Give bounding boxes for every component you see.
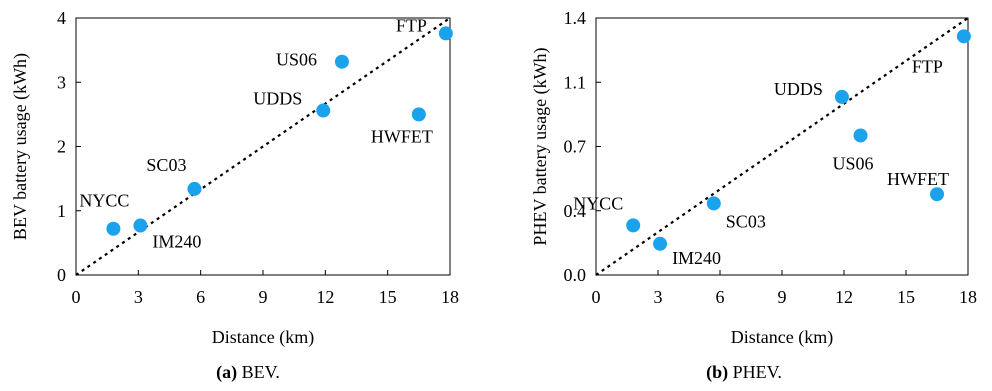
chart-b-point-label-us06: US06: [833, 153, 874, 173]
chart-a-point-us06: [334, 54, 349, 69]
chart-b-x-tick-label: 6: [716, 287, 725, 307]
chart-a-x-tick-label: 15: [379, 287, 397, 307]
chart-a-y-tick-label: 3: [57, 72, 66, 92]
chart-b: 0 3 6 9 12 15 18 0.0 0.4 0.7 1.1 1.4 Distance (km) PH…: [530, 8, 977, 348]
chart-a-x-tick-label: 3: [134, 287, 143, 307]
chart-a-point-label-us06: US06: [276, 50, 317, 70]
chart-b-x-tick-label: 15: [897, 287, 915, 307]
chart-b-point-us06: [853, 128, 868, 143]
chart-a-point-sc03: [187, 181, 202, 196]
chart-b-y-tick-label: 1.1: [564, 72, 587, 92]
chart-b-point-label-sc03: SC03: [726, 211, 766, 231]
chart-b-point-label-im240: IM240: [672, 248, 721, 268]
chart-b-y-tick-label: 0.7: [564, 137, 587, 157]
chart-b-point-sc03: [706, 196, 721, 211]
chart-a-point-label-ftp: FTP: [396, 15, 427, 35]
chart-panel-a: 0 3 6 9 12 15 18 0 1 2 3 4 Distance (km) BEV battery …: [0, 8, 496, 383]
chart-b-y-tick-label: 1.4: [564, 8, 587, 28]
chart-b-point-label-hwfet: HWFET: [887, 169, 949, 189]
chart-a-y-axis-label: BEV battery usage (kWh): [10, 53, 31, 240]
chart-b-x-tick-label: 0: [592, 287, 601, 307]
chart-b-y-axis-label: PHEV battery usage (kWh): [530, 47, 551, 245]
chart-b-point-label-nycc: NYCC: [573, 193, 623, 213]
caption-a-prefix: (a): [216, 362, 238, 382]
chart-a-y-tick-label: 1: [57, 201, 66, 221]
chart-b-point-ftp: [956, 29, 971, 44]
caption-a: (a) BEV.: [0, 362, 496, 383]
chart-a-point-udds: [316, 103, 331, 118]
chart-a-point-hwfet: [411, 107, 426, 122]
chart-a-point-nycc: [106, 221, 121, 236]
caption-b-prefix: (b): [706, 362, 729, 382]
chart-b-x-tick-label: 12: [835, 287, 853, 307]
caption-b-text: PHEV.: [732, 362, 782, 382]
chart-a-y-tick-label: 2: [57, 137, 66, 157]
chart-b-x-axis-label: Distance (km): [731, 327, 833, 348]
chart-b-trend-line: [595, 17, 969, 276]
caption-b: (b) PHEV.: [496, 362, 992, 383]
caption-a-text: BEV.: [241, 362, 280, 382]
chart-b-x-tick-label: 3: [654, 287, 663, 307]
chart-a-y-tick-label: 0: [57, 265, 66, 285]
chart-b-point-hwfet: [930, 187, 944, 202]
chart-a-point-label-im240: IM240: [152, 232, 201, 252]
chart-a-x-tick-label: 9: [259, 287, 268, 307]
chart-a-point-label-hwfet: HWFET: [371, 126, 433, 146]
chart-b-x-tick-label: 18: [959, 287, 977, 307]
chart-b-point-label-udds: UDDS: [774, 79, 823, 99]
chart-a-x-tick-label: 6: [196, 287, 205, 307]
chart-panel-b: 0 3 6 9 12 15 18 0.0 0.4 0.7 1.1 1.4 Distance (km) PH…: [496, 0, 992, 391]
chart-b-point-im240: [653, 236, 668, 251]
chart-a-point-label-sc03: SC03: [146, 155, 186, 175]
chart-b-point-nycc: [626, 218, 641, 233]
chart-a-x-tick-label: 0: [72, 287, 81, 307]
chart-b-y-tick-label: 0.0: [564, 265, 587, 285]
chart-a-point-im240: [133, 218, 148, 233]
chart-a-x-tick-label: 12: [316, 287, 334, 307]
chart-b-x-tick-label: 9: [778, 287, 787, 307]
chart-b-point-label-ftp: FTP: [912, 56, 943, 76]
chart-a-x-axis-label: Distance (km): [212, 327, 314, 348]
chart-a-point-ftp: [438, 26, 453, 41]
chart-a-point-label-nycc: NYCC: [79, 191, 129, 211]
chart-a-y-tick-label: 4: [57, 8, 66, 28]
chart-a-point-label-udds: UDDS: [253, 89, 302, 109]
chart-b-point-udds: [834, 89, 849, 104]
chart-a-trend-line: [75, 17, 451, 276]
chart-b-y-tick-label: 0.4: [564, 201, 587, 221]
chart-a-x-tick-label: 18: [441, 287, 459, 307]
